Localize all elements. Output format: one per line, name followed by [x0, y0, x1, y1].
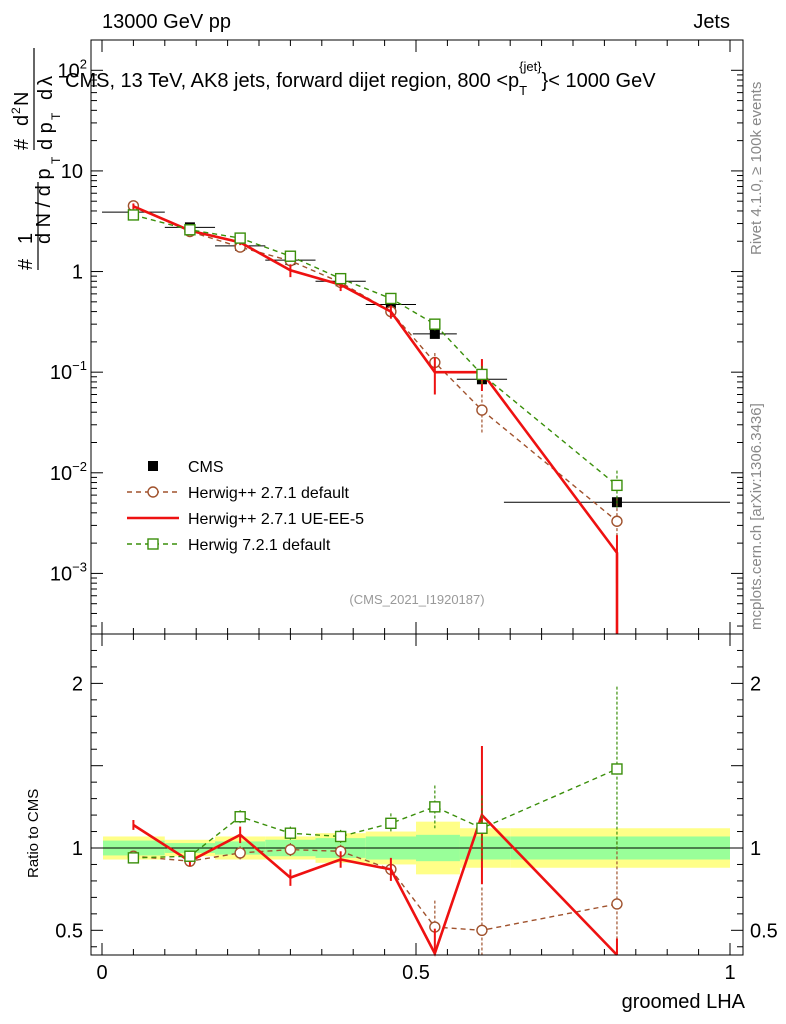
mcplots-label: mcplots.cern.ch [arXiv:1306.3436] — [748, 403, 765, 630]
legend-herwig271-marker — [147, 486, 159, 498]
x-axis-label: groomed LHA — [622, 991, 746, 1013]
herwig271-line — [133, 205, 618, 522]
herwig721-point — [611, 479, 623, 492]
ratio-y-axis-label: Ratio to CMS — [25, 789, 42, 878]
header-left: 13000 GeV pp — [102, 11, 231, 33]
svg-text:T: T — [49, 112, 63, 120]
herwig721-point — [429, 318, 441, 330]
legend-label-cms: CMS — [188, 459, 224, 476]
x-tick-label: 0.5 — [402, 962, 430, 984]
main-y-tick-label: 10−2 — [50, 459, 87, 485]
main-y-axis-label: # 1 d N / d p T # d 2 N d p T d λ — [9, 48, 63, 270]
main-y-tick-label: 1 — [72, 262, 83, 284]
ueee5-line — [132, 205, 619, 634]
legend-herwig721-marker — [147, 538, 159, 550]
svg-text:λ: λ — [35, 76, 57, 86]
svg-text:1: 1 — [15, 233, 37, 244]
plot-axes: 102 10 1 10−1 10−2 10−3 0 0.5 1 0.5 0.5 1 1 2 2 — [50, 39, 778, 984]
main-y-tick-label: 10−1 — [50, 358, 87, 384]
svg-text:#: # — [11, 138, 33, 150]
herwig721-point — [234, 232, 246, 244]
chart-title: CMS, 13 TeV, AK8 jets, forward dijet reg… — [65, 59, 656, 98]
cms-point — [429, 328, 440, 339]
herwig721-point — [385, 292, 397, 305]
legend-cms-marker — [148, 461, 158, 471]
svg-text:#: # — [15, 258, 37, 270]
ratio-y-tick-label: 0.5 — [55, 920, 83, 942]
herwig721-point — [184, 224, 196, 236]
legend-label-herwig271: Herwig++ 2.7.1 default — [188, 485, 350, 502]
ratio-herwig721-point — [476, 822, 488, 834]
ratio-y-tick-label-right: 0.5 — [750, 920, 778, 942]
title-sub: T — [519, 83, 527, 98]
ratio-herwig721-point — [284, 827, 297, 839]
ratio-herwig271-point — [234, 847, 246, 859]
title-sup: {jet} — [519, 59, 542, 74]
ratio-y-tick-label-right: 2 — [750, 673, 761, 695]
ratio-plot-series — [127, 686, 623, 957]
herwig271-point — [611, 515, 623, 527]
ratio-herwig721-point — [429, 801, 441, 813]
rivet-version-label: Rivet 4.1.0, ≥ 100k events — [748, 82, 765, 255]
ratio-plot-frame — [90, 633, 744, 956]
main-y-tick-label: 102 — [58, 56, 87, 82]
herwig271-point — [476, 404, 488, 416]
ratio-y-tick-label: 2 — [72, 673, 83, 695]
x-tick-label: 0 — [96, 962, 107, 984]
cms-point — [385, 299, 396, 310]
ratio-herwig271-point — [284, 843, 297, 856]
ratio-y-tick-label: 1 — [72, 838, 83, 860]
ratio-herwig271-point — [611, 898, 623, 910]
svg-text:d: d — [11, 115, 33, 126]
x-tick-label: 1 — [724, 962, 735, 984]
ratio-uncertainty-bands — [91, 821, 743, 875]
ratio-y-tick-label-right: 1 — [750, 838, 761, 860]
svg-text:d N / d p: d N / d p — [33, 168, 55, 244]
herwig721-point — [284, 250, 297, 262]
svg-text:N: N — [11, 92, 33, 106]
title-suffix: }< 1000 GeV — [542, 70, 657, 92]
herwig721-point — [334, 272, 347, 285]
ratio-herwig721-point — [611, 763, 623, 775]
ratio-herwig271-point — [476, 924, 488, 937]
herwig721-point — [127, 209, 140, 221]
herwig721-point — [476, 368, 488, 381]
legend-label-herwig721: Herwig 7.2.1 default — [188, 537, 331, 554]
svg-text:T: T — [49, 156, 63, 164]
header-right: Jets — [693, 11, 730, 33]
analysis-id-label: (CMS_2021_I1920187) — [349, 592, 484, 607]
ratio-herwig721-point — [334, 830, 347, 843]
svg-text:2: 2 — [9, 107, 23, 114]
ratio-herwig721-point — [127, 852, 140, 864]
legend-label-ueee5: Herwig++ 2.7.1 UE-EE-5 — [188, 511, 364, 528]
legend: CMS Herwig++ 2.7.1 default Herwig++ 2.7.1 … — [127, 459, 364, 554]
title-prefix: CMS, 13 TeV, AK8 jets, forward dijet reg… — [65, 70, 519, 92]
svg-text:d: d — [35, 89, 57, 100]
main-y-tick-label: 10−3 — [50, 559, 87, 585]
ratio-herwig721-point — [184, 850, 196, 862]
main-plot-series — [102, 200, 730, 634]
herwig721-line — [133, 214, 618, 486]
main-y-tick-label: 10 — [61, 161, 83, 183]
ratio-herwig721-point — [385, 817, 397, 830]
svg-text:d p: d p — [35, 122, 57, 150]
ratio-herwig721-point — [234, 811, 246, 823]
